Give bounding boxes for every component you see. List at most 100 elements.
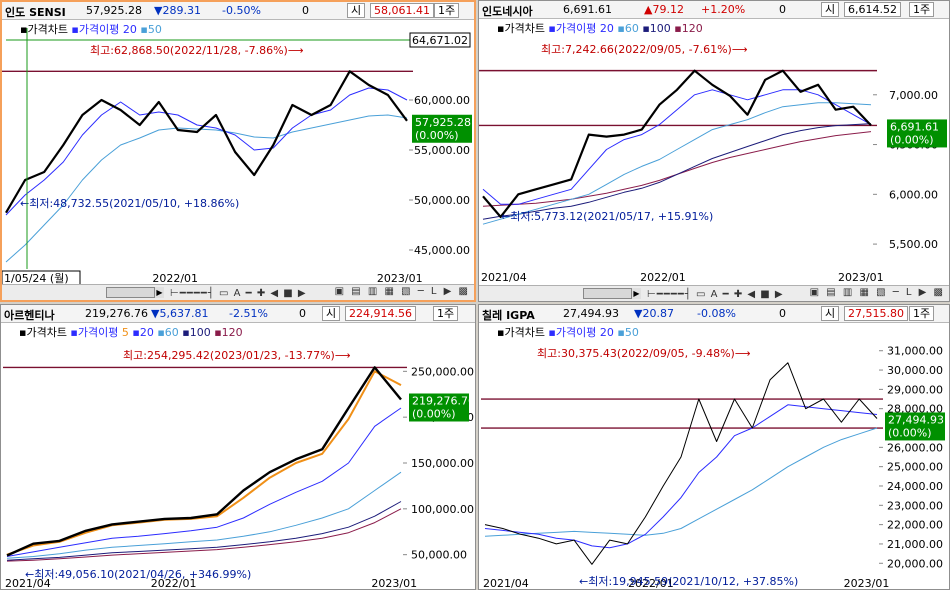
y-tick-label: 5,500.00 (889, 238, 938, 251)
current-pct: (0.00%) (888, 426, 932, 439)
high-label: 최고:7,242.66(2022/09/05, -7.61%)⟶ (541, 43, 748, 56)
chart-toolbar: ▶ ⊢━━━━┤ ▭ A ━ ✚ ◀ ■ ▶ ▣ ▤ ▥ ▦ ▧ ─ L ▶ ▩ (2, 284, 474, 300)
price-change: ▲79.12 (644, 3, 684, 16)
period-selector[interactable]: 1주 (909, 306, 935, 321)
current-price: 6,691.61 (890, 120, 939, 133)
series-line-100 (6, 501, 402, 561)
x-tick-label: 2022/01 (628, 577, 674, 590)
series-line-5 (6, 370, 402, 556)
y-tick-label: 100,000.00 (411, 503, 474, 516)
price-change: ▼5,637.81 (151, 307, 209, 320)
volume: 0 (779, 307, 786, 320)
symbol-name[interactable]: 인도 SENSI (5, 6, 66, 19)
y-tick-label: 21,000.00 (887, 538, 943, 551)
panel-india[interactable]: 인도 SENSI 57,925.28 ▼289.31 -0.50% 0 시 58… (0, 0, 476, 302)
quote-header: 인도네시아 6,691.61 ▲79.12 +1.20% 0 시 6,614.5… (479, 1, 949, 19)
zoom-timeline[interactable]: ⊢━━━━┤ ▭ A ━ ✚ ◀ ■ ▶ (170, 288, 307, 299)
cursor-value-box (409, 32, 471, 48)
open-label: 시 (821, 2, 840, 17)
y-tick-label: 250,000.00 (411, 365, 474, 378)
series-line-20 (6, 407, 402, 557)
volume: 0 (302, 4, 309, 17)
zoom-timeline[interactable]: ⊢━━━━┤ ▭ A ━ ✚ ◀ ■ ▶ (647, 289, 784, 300)
y-tick-label: 29,000.00 (887, 383, 943, 396)
y-tick-label: 150,000.00 (411, 457, 474, 470)
y-tick-label: 30,000.00 (887, 364, 943, 377)
quote-header: 아르헨티나 219,276.76 ▼5,637.81 -2.51% 0 시 22… (1, 305, 475, 323)
panel-argentina[interactable]: 아르헨티나 219,276.76 ▼5,637.81 -2.51% 0 시 22… (0, 304, 476, 590)
current-pct: (0.00%) (890, 133, 934, 146)
period-selector[interactable]: 1주 (434, 3, 460, 18)
legend: ▪가격차트 ▪가격이평 5 ▪20 ▪60 ▪100 ▪120 (19, 326, 243, 339)
chart-area[interactable]: ▪가격차트 ▪가격이평 5 ▪20 ▪60 ▪100 ▪120 250,000.0… (1, 323, 476, 590)
y-tick-label: 6,000.00 (889, 188, 938, 201)
last-price: 219,276.76 (85, 307, 148, 320)
scroll-right-icon[interactable]: ▶ (631, 288, 641, 299)
open-price: 58,061.41 (370, 3, 434, 18)
series-line-50 (484, 427, 878, 537)
chart-area[interactable]: ▪가격차트 ▪가격이평 20 ▪50 31,000.00 30,000.00 29,0… (479, 323, 950, 590)
current-price: 27,494.93 (888, 413, 944, 426)
series-line-20 (482, 89, 872, 205)
low-label: ←최저:5,773.12(2021/05/17, +15.91%) (501, 210, 713, 223)
y-tick-label: 28,000.00 (887, 403, 943, 416)
series-line-가격 (5, 70, 408, 214)
x-tick-label: 2023/01 (838, 271, 884, 284)
last-price: 57,925.28 (86, 4, 142, 17)
low-label: ←최저:48,732.55(2021/05/10, +18.86%) (20, 197, 239, 210)
quote-header: 칠레 IGPA 27,494.93 ▼20.87 -0.08% 0 시 27,5… (479, 305, 949, 323)
last-price: 27,494.93 (563, 307, 619, 320)
chart-area[interactable]: ▪가격차트 ▪가격이평 20 ▪50 60,000.00 55,000.00 50,0… (2, 20, 476, 288)
tool-icons[interactable]: ▣ ▤ ▥ ▦ ▧ ─ L ▶ ▩ (809, 287, 945, 298)
scroll-right-icon[interactable]: ▶ (154, 287, 164, 298)
symbol-name[interactable]: 칠레 IGPA (482, 309, 535, 322)
high-label: 최고:254,295.42(2023/01/23, -13.77%)⟶ (123, 349, 351, 362)
symbol-name[interactable]: 아르헨티나 (4, 309, 55, 322)
current-price-badge (409, 393, 469, 422)
series-line-120 (6, 508, 402, 562)
open-label: 시 (322, 306, 341, 321)
price-change-pct: -0.50% (222, 4, 261, 17)
period-selector[interactable]: 1주 (909, 2, 935, 17)
y-tick-label: 55,000.00 (414, 144, 470, 157)
price-change: ▼289.31 (154, 4, 201, 17)
high-label: 최고:62,868.50(2022/11/28, -7.86%)⟶ (90, 44, 304, 57)
chart-toolbar: ▶ ⊢━━━━┤ ▭ A ━ ✚ ◀ ■ ▶ ▣ ▤ ▥ ▦ ▧ ─ L ▶ ▩ (479, 285, 949, 301)
last-price: 6,691.61 (563, 3, 612, 16)
low-label: ←최저:49,056.10(2021/04/26, +346.99%) (25, 568, 251, 581)
y-tick-label: 50,000.00 (411, 549, 467, 562)
cursor-date: 1/05/24 (월) (4, 272, 69, 285)
open-label: 시 (821, 306, 840, 321)
panel-chile[interactable]: 칠레 IGPA 27,494.93 ▼20.87 -0.08% 0 시 27,5… (478, 304, 950, 590)
y-tick-label: 26,000.00 (887, 441, 943, 454)
y-tick-label: 31,000.00 (887, 345, 943, 358)
chart-area[interactable]: ▪가격차트 ▪가격이평 20 ▪60 ▪100 ▪1207,000.006,50… (479, 19, 950, 287)
series-line-20 (5, 87, 408, 216)
current-price-badge (885, 412, 945, 441)
high-label: 최고:30,375.43(2022/09/05, -9.48%)⟶ (537, 347, 751, 360)
panel-indonesia[interactable]: 인도네시아 6,691.61 ▲79.12 +1.20% 0 시 6,614.5… (478, 0, 950, 302)
period-selector[interactable]: 1주 (433, 306, 459, 321)
x-tick-label: 2021/04 (481, 271, 527, 284)
volume: 0 (779, 3, 786, 16)
x-tick-label: 2023/01 (377, 272, 423, 285)
y-tick-label: 45,000.00 (414, 244, 470, 257)
y-tick-label: 7,000.00 (889, 89, 938, 102)
quote-header: 인도 SENSI 57,925.28 ▼289.31 -0.50% 0 시 58… (2, 2, 474, 20)
price-change-pct: +1.20% (701, 3, 746, 16)
series-line-120 (482, 131, 872, 207)
y-tick-label: 24,000.00 (887, 480, 943, 493)
series-line-20 (484, 404, 878, 549)
series-line-60 (6, 471, 402, 559)
x-tick-label: 2022/01 (640, 271, 686, 284)
y-tick-label: 23,000.00 (887, 499, 943, 512)
current-pct: (0.00%) (412, 407, 456, 420)
x-tick-label: 2021/04 (5, 577, 51, 590)
legend: ▪가격차트 ▪가격이평 20 ▪50 (20, 23, 162, 36)
symbol-name[interactable]: 인도네시아 (482, 5, 533, 18)
current-pct: (0.00%) (415, 129, 459, 142)
open-label: 시 (347, 3, 366, 18)
low-label: ←최저:19,945.59(2021/10/12, +37.85%) (579, 575, 798, 588)
open-price: 224,914.56 (345, 306, 416, 321)
tool-icons[interactable]: ▣ ▤ ▥ ▦ ▧ ─ L ▶ ▩ (334, 286, 470, 297)
